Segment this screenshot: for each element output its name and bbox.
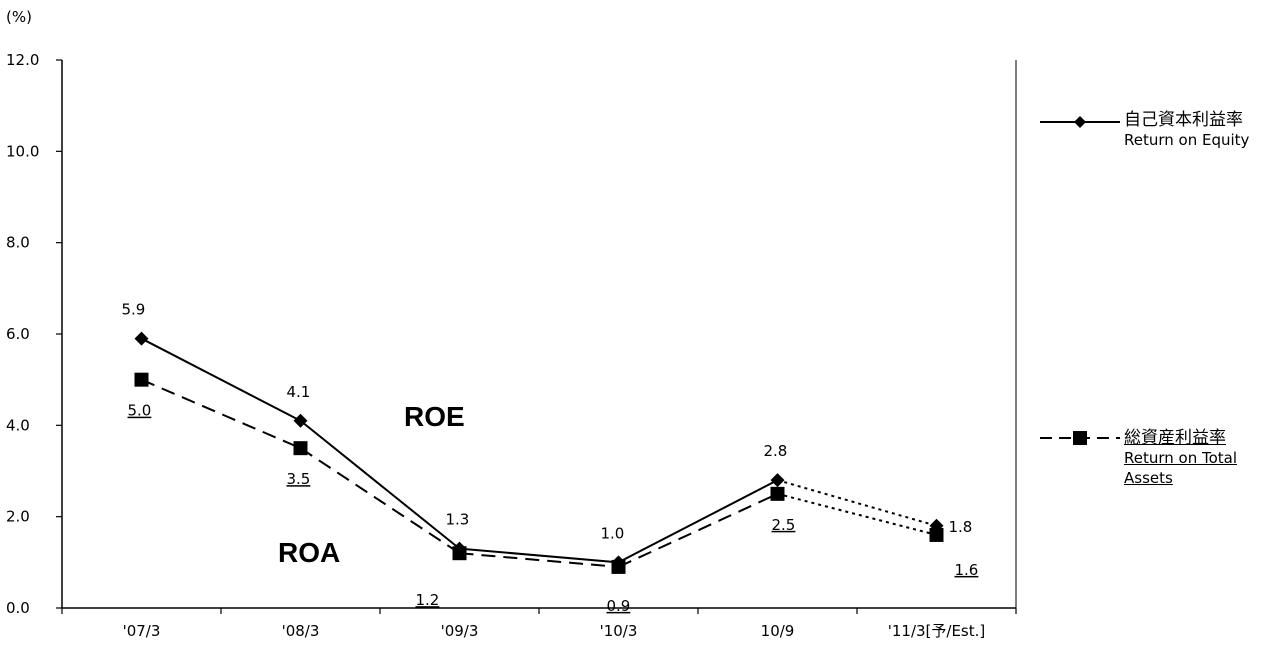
roa-data-label: 2.5	[772, 516, 796, 534]
roe-data-label: 2.8	[764, 442, 788, 460]
roa-data-label: 5.0	[128, 402, 152, 420]
legend-roa-text: 総資産利益率 Return on Total Assets	[1124, 428, 1237, 488]
series-1-segment	[459, 552, 619, 568]
roa-point-marker	[770, 486, 785, 501]
legend-roa-name-en-2: Assets	[1124, 469, 1173, 487]
series-lines	[141, 337, 937, 568]
series-1-segment	[618, 492, 778, 568]
x-tick-label: '10/3	[600, 622, 638, 640]
roa-point-marker	[611, 559, 626, 574]
x-tick-label: '09/3	[441, 622, 479, 640]
roe-data-label: 1.0	[601, 524, 625, 542]
roe-data-label: 4.1	[287, 383, 311, 401]
legend-roa-swatch	[1040, 431, 1120, 445]
y-tick-label: 6.0	[6, 325, 30, 343]
y-tick-label: 12.0	[6, 51, 39, 69]
roa-point-marker	[452, 546, 467, 561]
series-1-segment	[141, 378, 301, 450]
legend-roa-name-en-1: Return on Total	[1124, 449, 1238, 467]
y-tick-label: 2.0	[6, 508, 30, 526]
roa-point-marker	[293, 441, 308, 456]
series-0-segment	[777, 479, 937, 527]
roa-annotation: ROA	[278, 537, 340, 568]
legend-roe-name: 自己資本利益率	[1124, 110, 1243, 130]
series-1-segment	[299, 447, 461, 555]
legend-roe-text: 自己資本利益率 Return on Equity	[1124, 110, 1249, 150]
y-unit-label: (%)	[6, 8, 32, 26]
roe-point-marker	[134, 331, 149, 346]
series-1-segment	[777, 492, 937, 536]
x-tick-label: '07/3	[123, 622, 161, 640]
legend-roe-swatch	[1040, 116, 1120, 128]
roa-point-marker	[929, 527, 944, 542]
legend-roa-name: 総資産利益率	[1124, 428, 1226, 448]
roa-data-label: 0.9	[607, 597, 631, 615]
series-0-segment	[299, 419, 461, 550]
y-tick-label: 8.0	[6, 234, 30, 252]
series-0-segment	[618, 479, 778, 564]
series-0-segment	[459, 547, 619, 564]
y-tick-label: 0.0	[6, 599, 30, 617]
x-tick-label: 10/9	[761, 622, 795, 640]
legend-roe-name-en: Return on Equity	[1124, 131, 1250, 149]
roe-data-label: 5.9	[122, 301, 146, 319]
x-tick-label: '08/3	[282, 622, 320, 640]
roe-data-label: 1.3	[446, 511, 470, 529]
roa-point-marker	[134, 372, 149, 387]
roa-data-label: 3.5	[287, 470, 311, 488]
roe-point-marker	[770, 473, 785, 488]
roe-point-marker	[293, 413, 308, 428]
roe-data-label: 1.8	[949, 518, 973, 536]
x-tick-label: '11/3[予/Est.]	[888, 622, 986, 640]
axes: 0.0 2.0 4.0 6.0 8.0 10.0 12.0 '07/3 '08/3 '09/3 '1…	[6, 51, 1017, 640]
y-tick-label: 4.0	[6, 416, 30, 434]
series-0-segment	[141, 337, 301, 422]
roa-data-label: 1.2	[416, 591, 440, 609]
data-labels: 5.9 4.1 1.3 1.0 2.8 1.8 5.0 3.5 1.2 0.9 2.5 1.6	[122, 301, 979, 615]
y-tick-label: 10.0	[6, 142, 39, 160]
roe-annotation: ROE	[404, 401, 465, 432]
series-markers	[134, 331, 944, 574]
roa-data-label: 1.6	[955, 561, 979, 579]
